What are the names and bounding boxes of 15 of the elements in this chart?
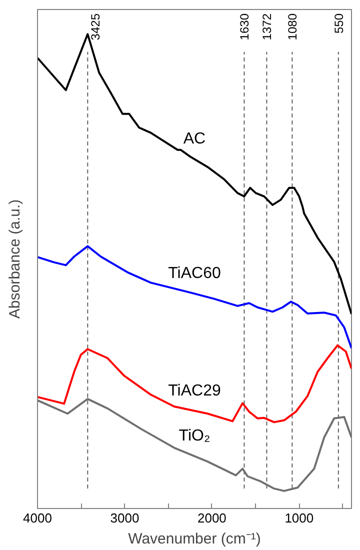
x-tick-label: 2000 <box>197 510 226 526</box>
ref-line-label: 1080 <box>286 13 300 40</box>
ref-line-label: 1630 <box>238 13 252 40</box>
series-label: AC <box>183 130 206 148</box>
x-tick-label: 4000 <box>23 510 52 526</box>
x-tick-label: 3000 <box>110 510 140 526</box>
series-label: TiAC29 <box>168 382 221 400</box>
ref-line-label: 1372 <box>260 13 274 40</box>
ref-line-label: 550 <box>332 13 346 34</box>
x-axis-title: Wavenumber (cm⁻¹) <box>128 530 261 548</box>
ref-line-label: 3425 <box>88 13 103 40</box>
x-tick-label: 1000 <box>284 510 314 526</box>
series-label: TiO₂ <box>178 428 210 445</box>
series-label: TiAC60 <box>168 265 221 282</box>
y-axis-title: Absorbance (a.u.) <box>6 199 24 319</box>
